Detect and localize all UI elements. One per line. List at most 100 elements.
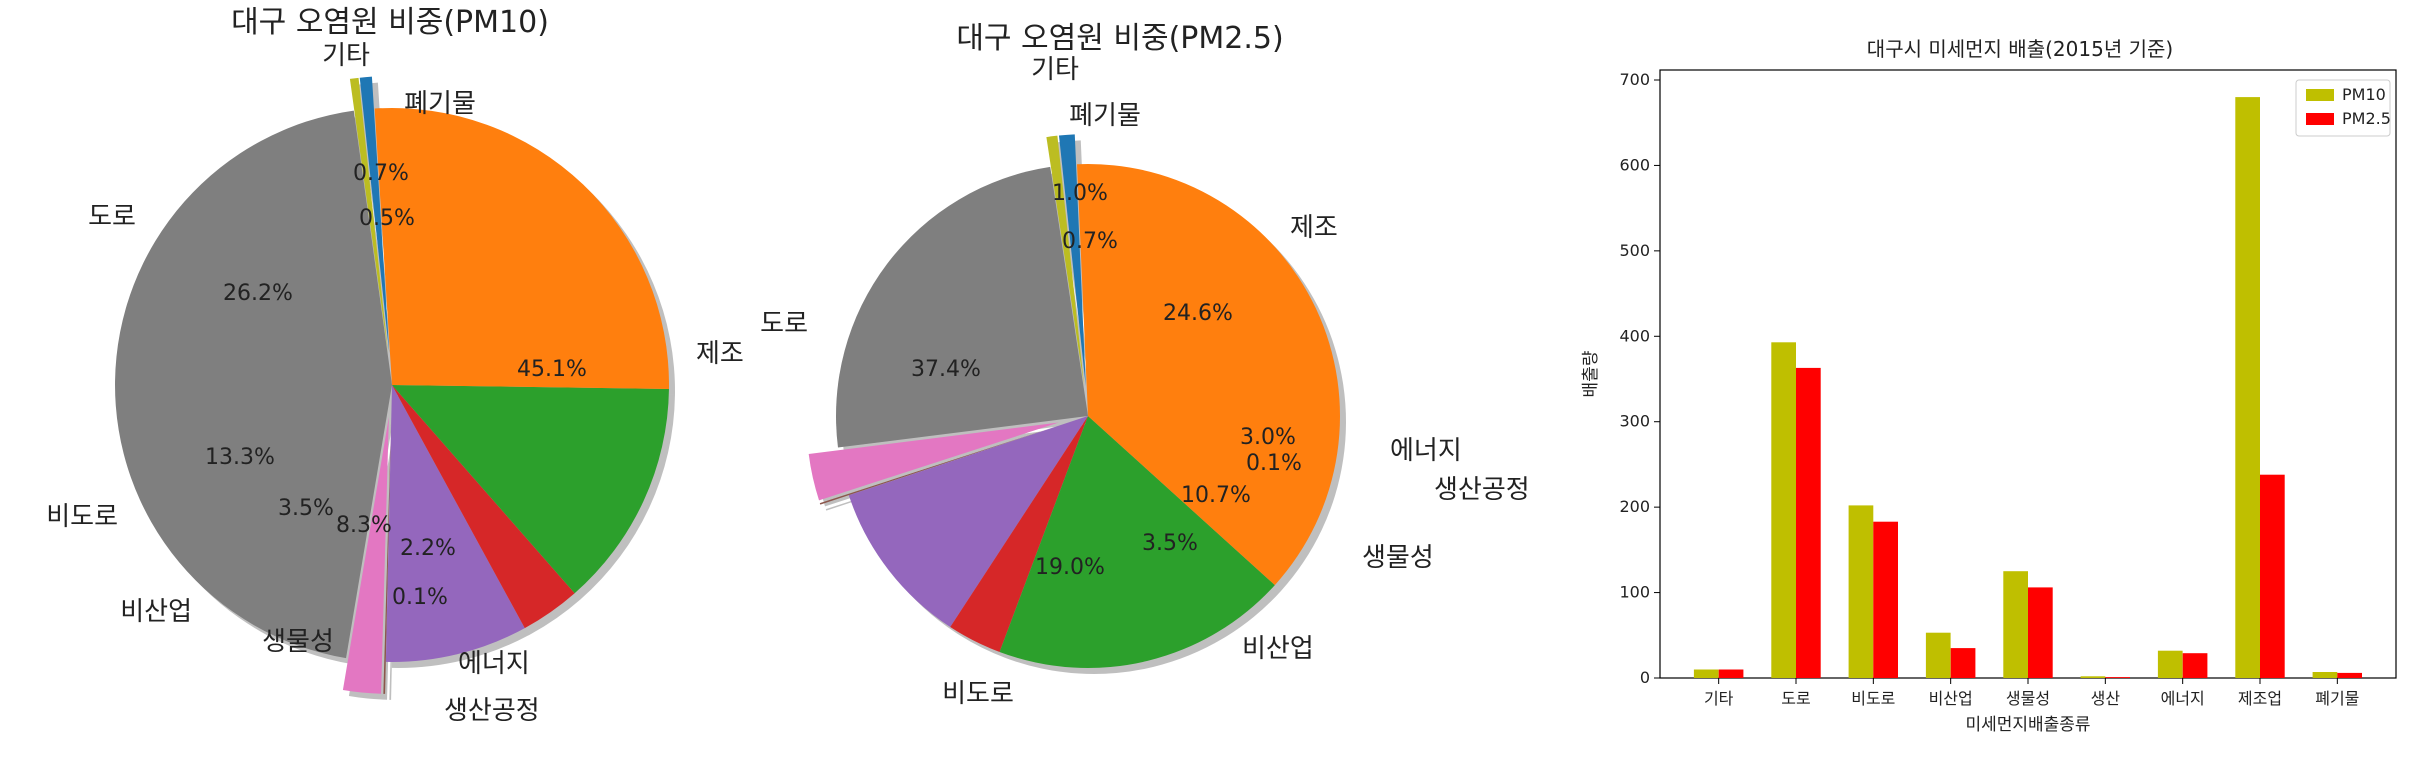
pie2-slice-폐기물 <box>1046 135 1085 387</box>
pie1-pct-폐기물: 0.5% <box>359 206 415 231</box>
pie2-slice-기타 <box>1058 134 1086 387</box>
bar-PM2-5-제조업 <box>2260 474 2285 678</box>
pie2-slice-비산업 <box>950 416 1088 652</box>
legend-label-pm10: PM10 <box>2342 85 2386 104</box>
bar-PM2-5-비도로 <box>1873 521 1898 678</box>
pie2-label-생물성: 생물성 <box>1362 543 1434 573</box>
pie1-label-도로: 도로 <box>88 202 136 232</box>
y-tick-label: 700 <box>1619 70 1650 89</box>
bar-PM10-비도로 <box>1848 505 1874 678</box>
pie1-pct-에너지: 2.2% <box>400 536 456 561</box>
pie2-slice-도로 <box>1077 164 1341 586</box>
bar-PM10-생물성 <box>2003 571 2028 678</box>
pie1-pct-비도로: 13.3% <box>205 445 275 470</box>
y-tick-label: 100 <box>1619 583 1650 602</box>
bar-PM10-기타 <box>1693 669 1719 678</box>
pie2-pct-생산공정: 0.1% <box>1246 451 1302 476</box>
x-tick-label-폐기물: 폐기물 <box>2315 689 2359 708</box>
x-tick-label-도로: 도로 <box>1781 689 1810 708</box>
pie1-label-에너지: 에너지 <box>458 649 530 679</box>
pie2-pct-에너지: 3.0% <box>1240 425 1296 450</box>
pie2-slice-비도로 <box>999 416 1275 669</box>
bar-PM2-5-비산업 <box>1950 648 1976 678</box>
pie2-slice-에너지 <box>808 422 1059 501</box>
pie1-label-폐기물: 폐기물 <box>404 89 476 119</box>
pie2-label-기타: 기타 <box>1031 55 1079 85</box>
pie1-pct-도로: 26.2% <box>223 281 293 306</box>
bar-chart-title: 대구시 미세먼지 배출(2015년 기준) <box>1867 37 2173 61</box>
bar-PM10-생산 <box>2080 676 2106 678</box>
pie1-slice-비산업 <box>392 385 575 629</box>
pie2-pct-폐기물: 0.7% <box>1062 229 1118 254</box>
x-axis-label: 미세먼지배출종류 <box>1965 715 2090 735</box>
pie2-slice-제조 <box>836 166 1088 448</box>
pie2-label-비산업: 비산업 <box>1242 634 1314 664</box>
bar-PM2-5-생산 <box>2105 677 2130 678</box>
pie2-label-폐기물: 폐기물 <box>1069 101 1141 131</box>
pie1-slice-기타 <box>359 76 390 354</box>
pie2-pct-도로: 37.4% <box>911 357 981 382</box>
bar-PM2-5-생물성 <box>2028 587 2053 678</box>
pie2-pct-비산업: 3.5% <box>1142 531 1198 556</box>
pie2-pct-제조: 24.6% <box>1163 301 1233 326</box>
pie1-slice-생산공정 <box>383 416 392 694</box>
pie2-label-제조: 제조 <box>1290 213 1338 243</box>
pie2-label-에너지: 에너지 <box>1390 436 1462 466</box>
pie1-label-생물성: 생물성 <box>262 627 334 657</box>
pie2-pct-기타: 1.0% <box>1052 181 1108 206</box>
legend-swatch-pm10 <box>2306 89 2334 101</box>
x-tick-label-에너지: 에너지 <box>2161 689 2205 708</box>
pm10-pie-chart: 대구 오염원 비중(PM10) 0.7% 0.5% 45.1% 2.2% 0.1% 8.3… <box>46 5 744 726</box>
pie1-slice-폐기물 <box>349 77 389 354</box>
pie1-pct-기타: 0.7% <box>353 161 409 186</box>
bar-legend: PM10 PM2.5 <box>2295 79 2391 137</box>
pm25-pie-title: 대구 오염원 비중(PM2.5) <box>956 21 1283 56</box>
pie1-pct-생산공정: 0.1% <box>392 585 448 610</box>
pie2-slice-생산공정 <box>819 425 1060 505</box>
y-tick-label: 200 <box>1619 497 1650 516</box>
pie1-label-생산공정: 생산공정 <box>444 696 540 726</box>
y-tick-label: 600 <box>1619 155 1650 174</box>
pie1-pct-제조: 45.1% <box>517 357 587 382</box>
bar-PM2-5-도로 <box>1796 367 1821 678</box>
pie1-pct-생물성: 8.3% <box>336 513 392 538</box>
pie1-slice-생물성 <box>385 385 525 662</box>
pie2-pct-생물성: 10.7% <box>1181 483 1251 508</box>
x-tick-label-기타: 기타 <box>1704 689 1734 708</box>
bar-PM10-도로 <box>1771 342 1796 678</box>
pie1-slice-도로 <box>374 108 669 389</box>
legend-label-pm25: PM2.5 <box>2342 109 2391 128</box>
bar-PM10-비산업 <box>1925 632 1951 678</box>
pm25-pie-chart: 대구 오염원 비중(PM2.5) 1.0% 0.7% 24.6% 3.0%0.1% 10… <box>760 21 1530 709</box>
pie1-label-비도로: 비도로 <box>46 502 118 532</box>
x-tick-label-비도로: 비도로 <box>1851 689 1895 708</box>
bar-PM2-5-폐기물 <box>2337 672 2362 678</box>
pie2-pct-비도로: 19.0% <box>1035 555 1105 580</box>
bar-PM2-5-기타 <box>1718 669 1744 678</box>
emission-bar-chart: 대구시 미세먼지 배출(2015년 기준) 0 100 200 300 400 500 60… <box>1581 37 2397 735</box>
pie2-slice-생물성 <box>848 416 1088 628</box>
pm10-pie-slices <box>115 76 669 694</box>
y-axis-label: 배출량 <box>1581 350 1601 397</box>
pie2-label-도로: 도로 <box>760 309 808 339</box>
y-tick-label: 500 <box>1619 241 1650 260</box>
y-tick-label: 400 <box>1619 326 1650 345</box>
legend-swatch-pm25 <box>2306 113 2334 125</box>
pie1-label-기타: 기타 <box>322 41 370 71</box>
bar-PM10-폐기물 <box>2312 672 2338 678</box>
pie1-label-제조: 제조 <box>696 339 744 369</box>
pie2-label-생산공정: 생산공정 <box>1434 475 1530 505</box>
y-tick-label: 300 <box>1619 412 1650 431</box>
pie1-slice-에너지 <box>342 416 389 694</box>
pie1-pct-비산업: 3.5% <box>278 496 334 521</box>
x-tick-label-생산: 생산 <box>2091 689 2121 708</box>
pie2-label-비도로: 비도로 <box>942 679 1014 709</box>
bar-PM10-에너지 <box>2157 650 2183 678</box>
y-tick-label: 0 <box>1640 668 1650 687</box>
bar-PM2-5-에너지 <box>2182 653 2208 678</box>
bar-PM10-제조업 <box>2235 97 2260 679</box>
pm10-pie-title: 대구 오염원 비중(PM10) <box>231 5 549 40</box>
x-tick-label-비산업: 비산업 <box>1929 689 1973 708</box>
x-tick-label-제조업: 제조업 <box>2238 689 2282 708</box>
pie1-slice-비도로 <box>392 385 669 594</box>
